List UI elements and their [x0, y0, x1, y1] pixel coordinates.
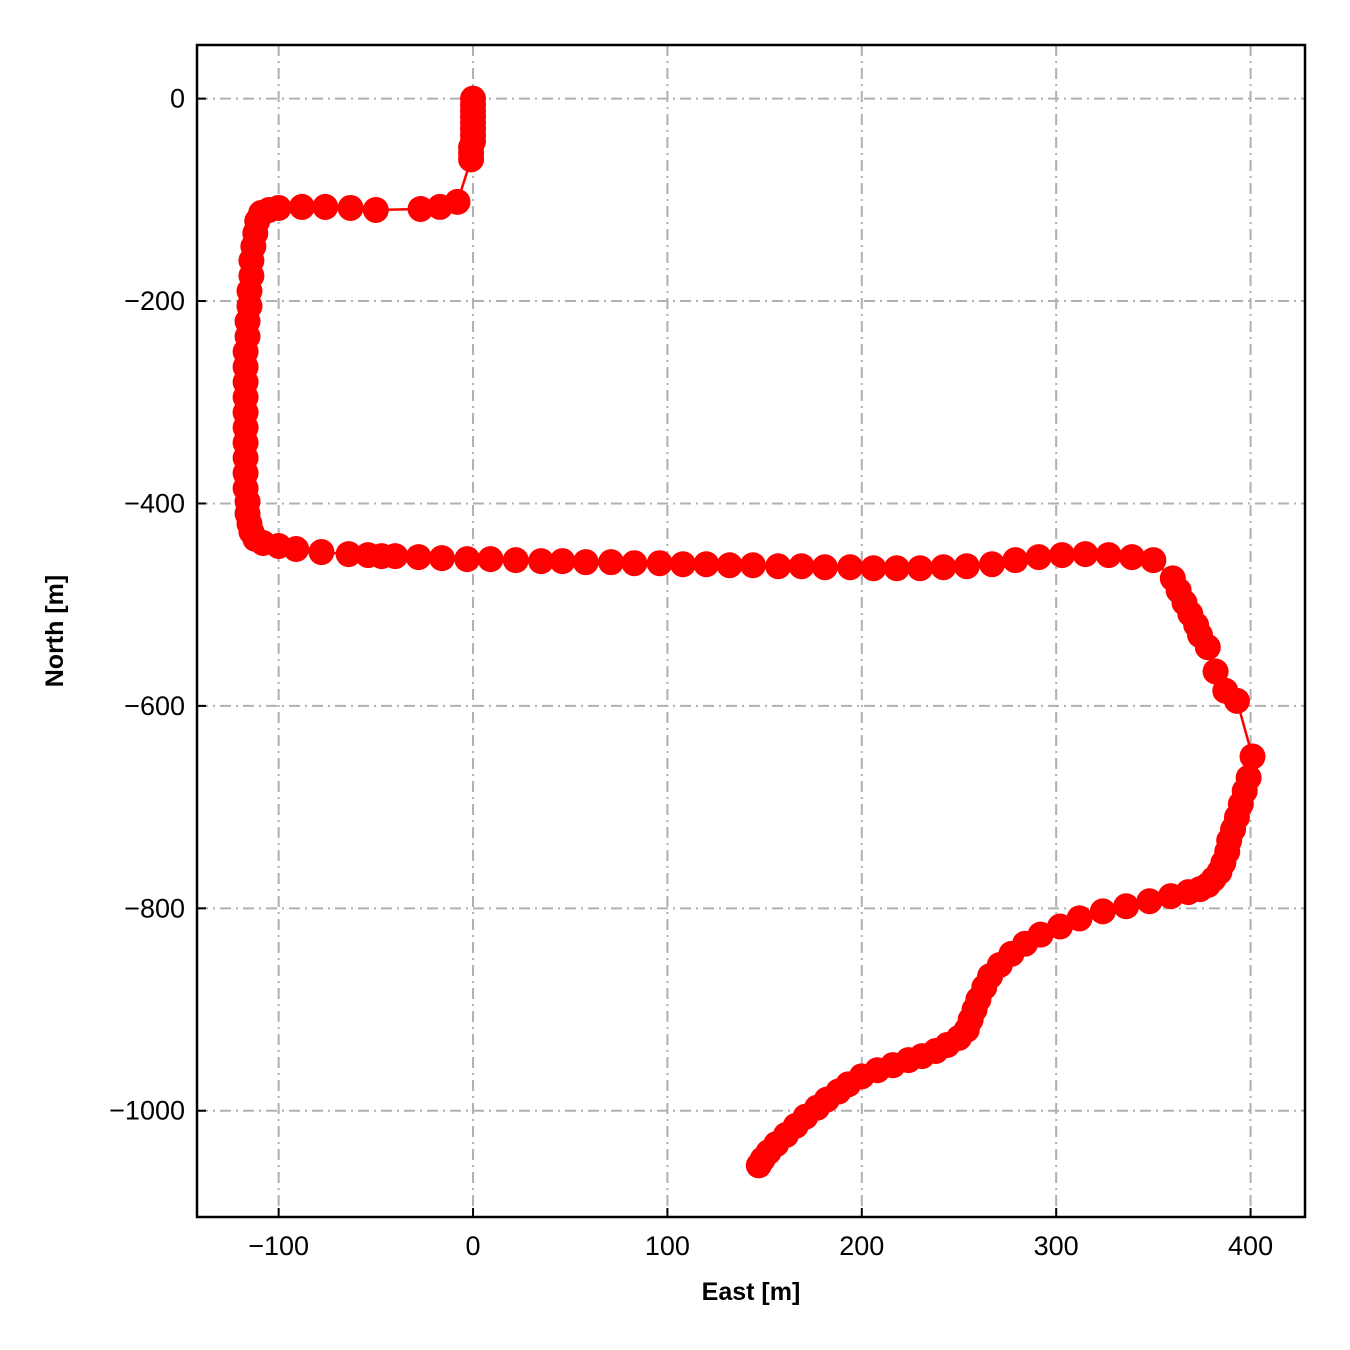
y-axis-label: North [m]: [41, 575, 69, 687]
data-point: [1047, 913, 1074, 940]
data-point: [693, 551, 720, 578]
data-point: [716, 552, 743, 579]
x-tick-label: 300: [1034, 1231, 1079, 1261]
x-tick-label: 100: [645, 1231, 690, 1261]
data-point: [458, 146, 485, 173]
data-point: [335, 541, 362, 568]
data-point: [502, 547, 529, 574]
data-point: [598, 549, 625, 576]
data-point: [337, 194, 364, 221]
data-point: [811, 554, 838, 581]
data-point: [382, 543, 409, 570]
data-point: [837, 554, 864, 581]
data-point: [1223, 687, 1250, 714]
data-point: [646, 550, 673, 577]
data-point: [788, 553, 815, 580]
data-point: [739, 552, 766, 579]
data-point: [669, 551, 696, 578]
data-point: [883, 555, 910, 582]
data-point: [405, 544, 432, 571]
data-point: [1025, 544, 1052, 571]
data-point: [745, 1152, 772, 1179]
data-point: [288, 193, 315, 220]
data-point: [549, 548, 576, 575]
data-point: [1066, 905, 1093, 932]
x-tick-label: 200: [839, 1231, 884, 1261]
data-point: [572, 549, 599, 576]
data-point: [930, 554, 957, 581]
data-point: [308, 539, 335, 566]
data-point: [1157, 883, 1184, 910]
x-tick-label: 400: [1228, 1231, 1273, 1261]
x-tick-label: −100: [248, 1231, 309, 1261]
data-point: [1089, 898, 1116, 925]
data-point: [953, 553, 980, 580]
data-point: [312, 193, 339, 220]
data-point: [1239, 743, 1266, 770]
data-point: [1113, 893, 1140, 920]
data-point: [362, 196, 389, 223]
data-point: [907, 555, 934, 582]
y-tick-label: −200: [124, 286, 185, 316]
data-point: [428, 545, 455, 572]
x-tick-label: 0: [466, 1231, 481, 1261]
data-point: [1136, 888, 1163, 915]
data-point: [283, 536, 310, 563]
data-point: [1072, 541, 1099, 568]
y-tick-label: −1000: [109, 1096, 185, 1126]
data-point: [528, 548, 555, 575]
data-point: [1140, 547, 1167, 574]
data-point: [426, 193, 453, 220]
y-tick-label: 0: [170, 84, 185, 114]
grid: [197, 45, 1305, 1217]
plot-frame: [195, 43, 1307, 1219]
data-point: [1202, 658, 1229, 685]
y-tick-label: −600: [124, 691, 185, 721]
y-tick-label: −400: [124, 488, 185, 518]
x-axis-label: East [m]: [702, 1278, 801, 1306]
data-point: [1002, 547, 1029, 574]
data-point: [1118, 544, 1145, 571]
data-point: [454, 546, 481, 573]
data-point: [407, 195, 434, 222]
data-point: [1049, 542, 1076, 569]
data-point: [1194, 634, 1221, 661]
series-layer: [232, 85, 1266, 1179]
data-point: [765, 553, 792, 580]
data-point: [860, 555, 887, 582]
data-point: [621, 550, 648, 577]
data-point: [979, 551, 1006, 578]
y-tick-label: −800: [124, 893, 185, 923]
data-point: [477, 546, 504, 573]
data-point: [1095, 542, 1122, 569]
